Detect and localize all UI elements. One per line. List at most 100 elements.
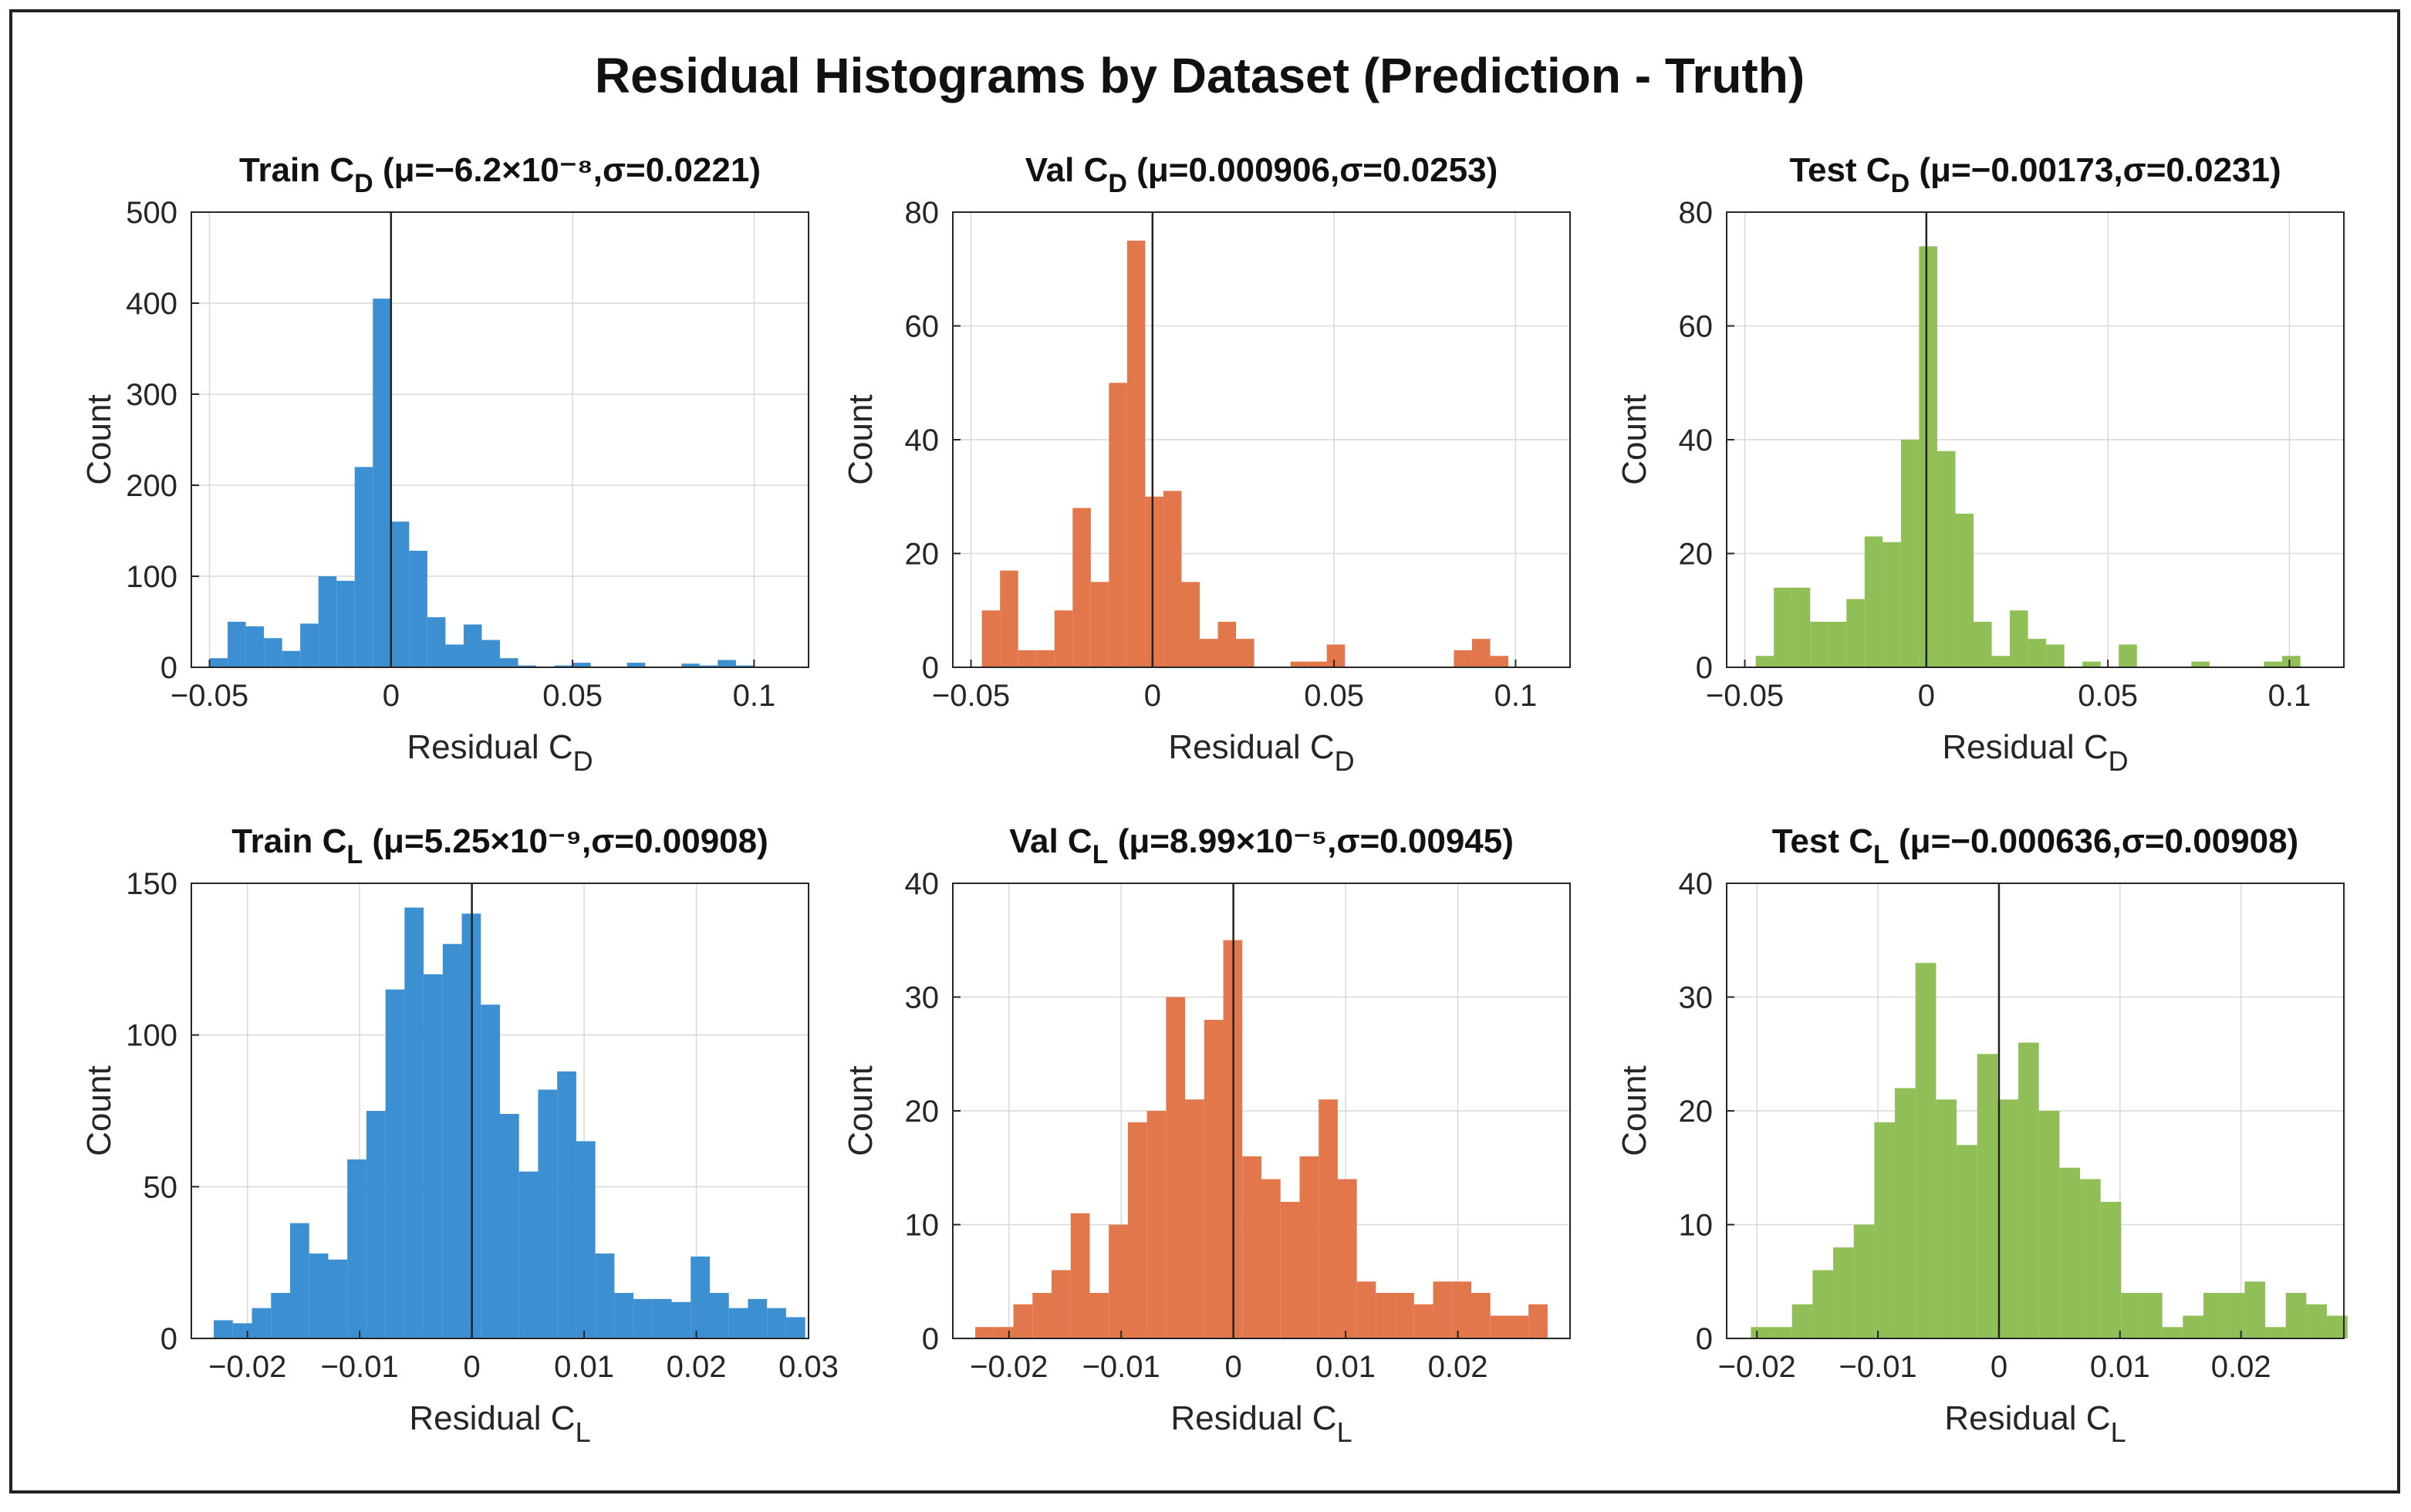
histogram-bar (554, 665, 573, 667)
histogram-bar (1013, 1304, 1033, 1338)
histogram-bar (481, 1004, 500, 1338)
histogram-bar (518, 665, 537, 667)
histogram-bar (1936, 1099, 1957, 1338)
histogram-bar (1185, 1099, 1204, 1338)
y-tick-label: 30 (905, 981, 940, 1015)
x-axis-label-subscript: D (1335, 745, 1355, 777)
x-axis-label-prefix: Residual C (1168, 728, 1334, 766)
histogram-bar (2119, 644, 2137, 667)
x-axis-label-subscript: D (2109, 745, 2129, 777)
histogram-bar (767, 1308, 786, 1338)
x-tick-label: 0.1 (733, 679, 776, 713)
histogram-bar (1955, 513, 1974, 667)
histogram-bar (735, 665, 755, 667)
histogram-bar (1490, 656, 1508, 667)
x-tick-label: −0.05 (1706, 679, 1784, 713)
histogram-bar (785, 1317, 805, 1338)
histogram-bar (1974, 622, 1992, 667)
histogram-bar (1509, 1315, 1529, 1338)
histogram-bar (1181, 582, 1200, 667)
histogram-bar (633, 1298, 653, 1338)
histogram-bar (1433, 1281, 1453, 1338)
panel-title-subscript: L (346, 840, 363, 869)
x-tick-label: 0.01 (2090, 1350, 2150, 1384)
x-tick-label: 0 (1918, 679, 1935, 713)
y-tick-label: 50 (144, 1170, 178, 1204)
histogram-bar (2046, 644, 2065, 667)
panel-title-subscript: L (1873, 840, 1889, 869)
histogram-bar (264, 638, 282, 667)
panel-title-prefix: Test C (1772, 822, 1873, 860)
panel-title-subscript: D (354, 169, 373, 198)
x-tick-label: −0.01 (1082, 1350, 1160, 1384)
histogram-bar (718, 660, 736, 667)
panel-title-prefix: Val C (1009, 822, 1092, 860)
y-tick-label: 60 (1679, 310, 1714, 344)
x-axis-label-subscript: L (576, 1416, 591, 1448)
histogram-bar (1000, 570, 1018, 667)
histogram-bar (1299, 1156, 1319, 1338)
histogram-bar (252, 1308, 272, 1338)
axes-box (191, 211, 809, 668)
histogram-bar (209, 658, 228, 667)
x-axis-label-prefix: Residual C (1944, 1399, 2110, 1437)
histogram-bar (2282, 656, 2301, 667)
x-axis-label: Residual CL (1944, 1399, 2126, 1448)
histogram-bar (1413, 1304, 1433, 1338)
histogram-bar (300, 623, 319, 667)
histogram-bar (232, 1323, 252, 1338)
histogram-bar (1452, 1281, 1471, 1338)
y-tick-label: 400 (126, 287, 177, 321)
y-tick-label: 20 (905, 1095, 940, 1129)
histogram-bar (2306, 1304, 2328, 1338)
histogram-bar (1937, 451, 1956, 667)
histogram-bar (424, 974, 443, 1338)
histogram-bar (214, 1320, 233, 1338)
panel-title: Train CL (μ=5.25×10⁻⁹,σ=0.00908) (231, 822, 768, 869)
histogram-bar (1812, 1270, 1834, 1338)
panel-title: Val CL (μ=8.99×10⁻⁵,σ=0.00945) (1009, 822, 1514, 869)
histogram-bar (748, 1298, 768, 1338)
histogram-bar (385, 989, 405, 1338)
histogram-bar (445, 644, 464, 667)
histogram-bar (409, 550, 427, 667)
axes-background (191, 212, 809, 667)
x-tick-label: 0.01 (1315, 1350, 1376, 1384)
y-tick-label: 150 (126, 867, 177, 901)
histogram-bar (1853, 1224, 1875, 1338)
histogram-bar (1109, 383, 1127, 667)
histogram-bar (1090, 582, 1109, 667)
histogram-bar (1166, 997, 1186, 1338)
histogram-bar (1337, 1179, 1357, 1338)
x-tick-label: 0 (1225, 1350, 1242, 1384)
histogram-bar (1089, 1293, 1109, 1338)
x-tick-label: 0.05 (2078, 679, 2138, 713)
histogram-bar (1900, 440, 1920, 667)
histogram-bar (1261, 1179, 1281, 1338)
panel-title: Test CL (μ=−0.000636,σ=0.00908) (1772, 822, 2298, 869)
x-tick-label: −0.05 (171, 679, 248, 713)
histogram-bar (2285, 1293, 2307, 1338)
histogram-bar (1126, 240, 1146, 667)
x-tick-label: −0.02 (1718, 1350, 1796, 1384)
histogram-bar (282, 650, 301, 667)
y-axis-label: Count (1616, 394, 1653, 484)
histogram-bar (518, 1171, 539, 1338)
panel-title-stats: (μ=0.000906,σ=0.0253) (1127, 151, 1498, 189)
histogram-bar (614, 1293, 634, 1338)
histogram-bar (1471, 1293, 1491, 1338)
y-tick-label: 80 (905, 196, 940, 230)
histogram-bar (2183, 1315, 2204, 1338)
histogram-bar (557, 1071, 576, 1338)
panel-title: Train CD (μ=−6.2×10⁻⁸,σ=0.0221) (239, 151, 761, 198)
y-tick-label: 10 (905, 1209, 940, 1243)
histogram-bar (309, 1253, 329, 1338)
histogram-bar (1356, 1281, 1376, 1338)
histogram-bar (1280, 1202, 1300, 1338)
y-axis-label: Count (1616, 1065, 1653, 1156)
panel-title-stats: (μ=−6.2×10⁻⁸,σ=0.0221) (373, 151, 761, 189)
panel-title-subscript: D (1891, 169, 1910, 198)
histogram-bar (2018, 1042, 2039, 1338)
